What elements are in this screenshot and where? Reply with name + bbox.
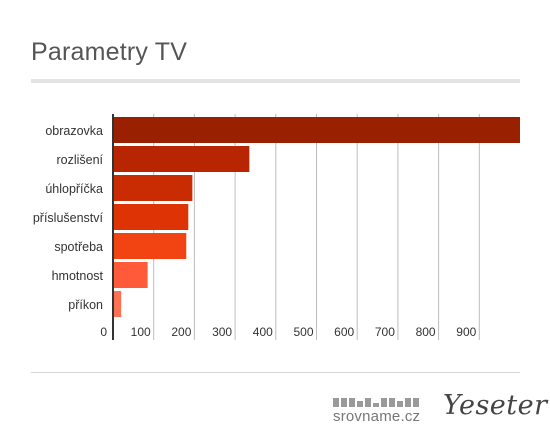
srovname-logo-icon [333,396,423,407]
x-tick-label: 200 [171,325,191,339]
category-label: úhlopříčka [45,182,103,196]
category-label: příslušenství [33,211,104,225]
bar-1[interactable] [113,146,250,172]
x-tick-label: 700 [375,325,395,339]
bar-6[interactable] [113,291,122,317]
page-title: Parametry TV [31,38,188,66]
category-label: spotřeba [54,240,103,254]
x-tick-label: 500 [293,325,313,339]
bar-4[interactable] [113,233,187,259]
category-label: obrazovka [45,124,103,138]
bar-0[interactable] [113,117,520,143]
x-tick-label: 0 [100,325,107,339]
x-tick-label: 800 [416,325,436,339]
footer-divider [31,372,520,373]
category-label: rozlišení [56,153,103,167]
bar-2[interactable] [113,175,193,201]
x-tick-label: 100 [131,325,151,339]
bar-chart: obrazovka rozlišení úhlopříčka příslušenstv… [33,114,520,340]
category-label: hmotnost [52,269,104,283]
srovname-logo-text: srovname.cz [333,408,421,425]
x-tick-label: 300 [212,325,232,339]
srovname-logo[interactable]: srovname.cz [333,396,423,426]
category-label: příkon [68,298,103,312]
x-tick-label: 400 [253,325,273,339]
bar-5[interactable] [113,262,148,288]
x-tick-label: 900 [456,325,476,339]
bar-3[interactable] [113,204,189,230]
title-divider [31,79,520,83]
x-tick-label: 600 [334,325,354,339]
yeseter-logo[interactable]: Yeseter [443,390,548,421]
